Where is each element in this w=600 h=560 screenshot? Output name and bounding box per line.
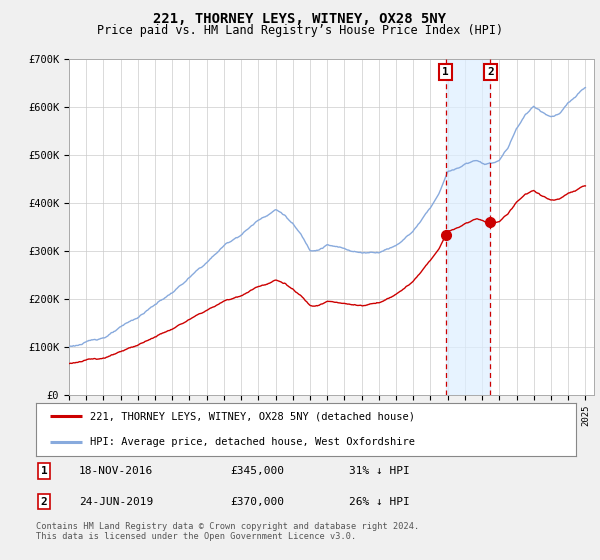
Text: Price paid vs. HM Land Registry’s House Price Index (HPI): Price paid vs. HM Land Registry’s House … [97,24,503,36]
Text: 221, THORNEY LEYS, WITNEY, OX28 5NY (detached house): 221, THORNEY LEYS, WITNEY, OX28 5NY (det… [90,412,415,422]
Text: £370,000: £370,000 [230,497,284,507]
Text: 18-NOV-2016: 18-NOV-2016 [79,466,154,476]
Text: 31% ↓ HPI: 31% ↓ HPI [349,466,410,476]
Text: Contains HM Land Registry data © Crown copyright and database right 2024.
This d: Contains HM Land Registry data © Crown c… [36,522,419,542]
Text: 24-JUN-2019: 24-JUN-2019 [79,497,154,507]
Bar [446,59,490,395]
Text: 221, THORNEY LEYS, WITNEY, OX28 5NY: 221, THORNEY LEYS, WITNEY, OX28 5NY [154,12,446,26]
Text: 1: 1 [41,466,47,476]
Text: 2: 2 [487,67,494,77]
Text: 26% ↓ HPI: 26% ↓ HPI [349,497,410,507]
Text: 1: 1 [442,67,449,77]
Text: £345,000: £345,000 [230,466,284,476]
Text: 2: 2 [41,497,47,507]
Text: HPI: Average price, detached house, West Oxfordshire: HPI: Average price, detached house, West… [90,436,415,446]
